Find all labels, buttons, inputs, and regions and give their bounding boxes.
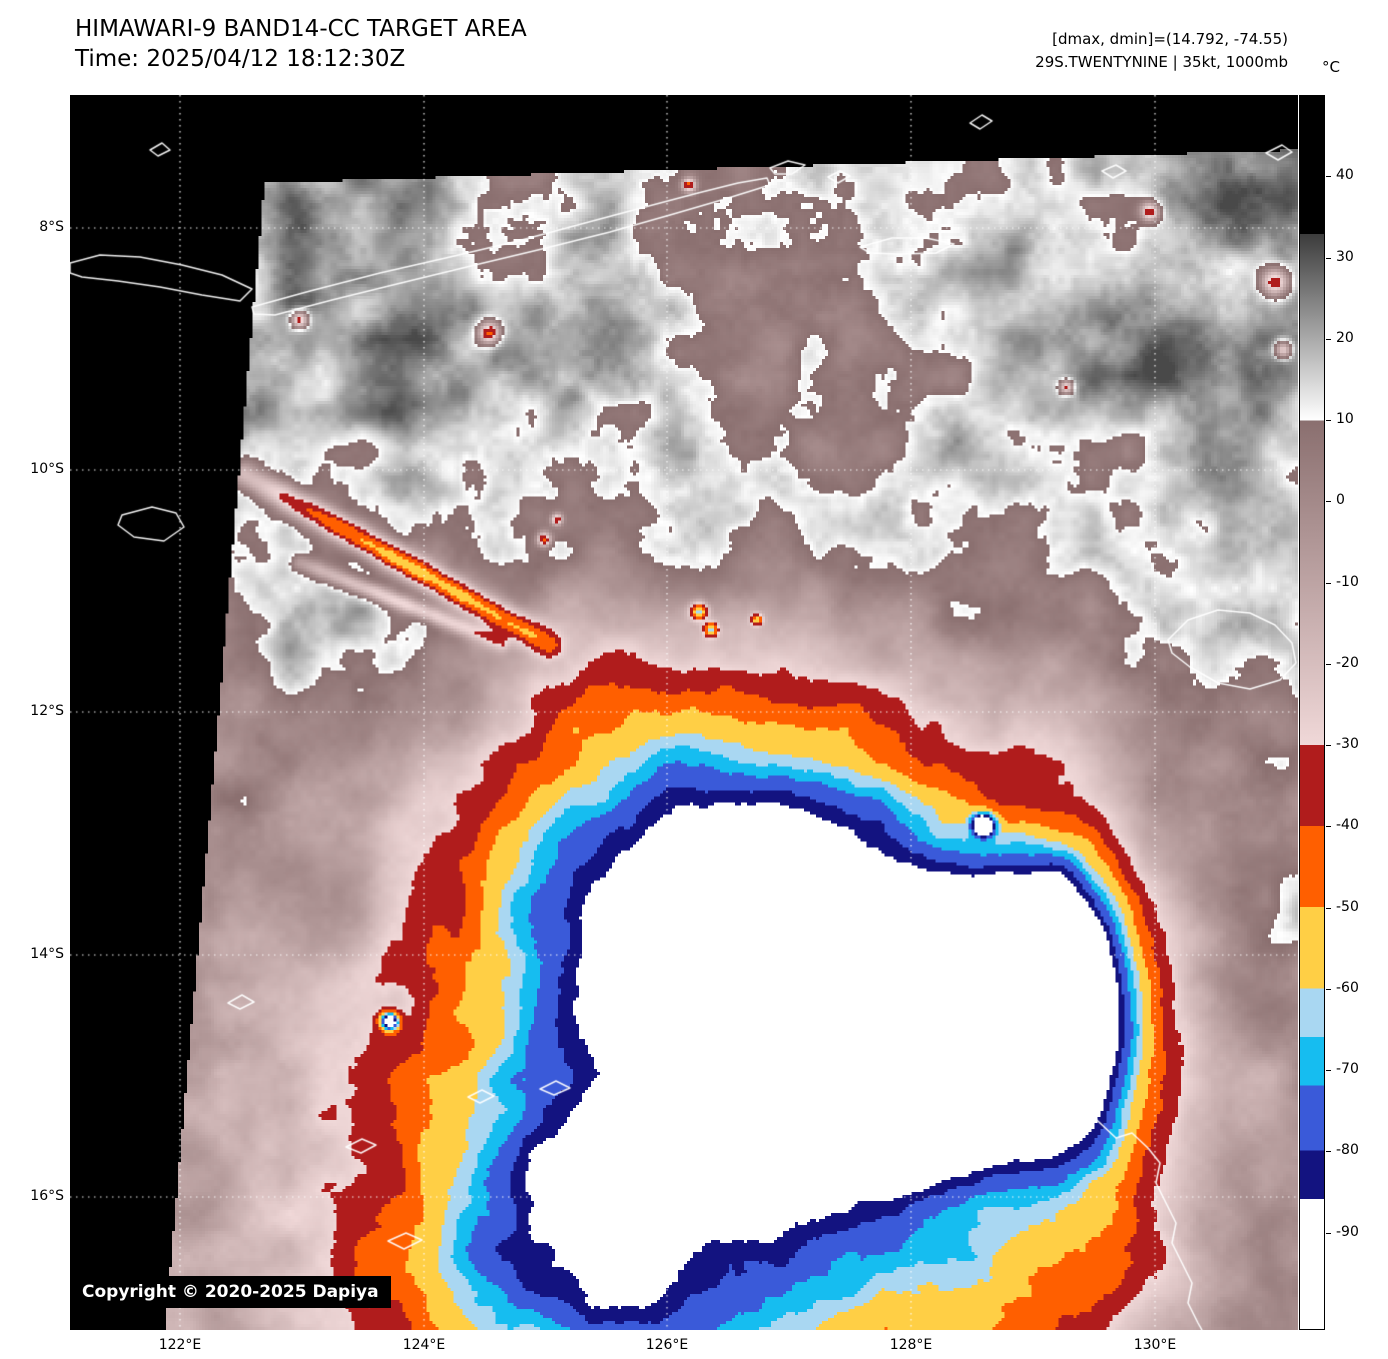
colorbar-tick-mark bbox=[1326, 663, 1331, 665]
colorbar-tick-label: 10 bbox=[1336, 411, 1354, 427]
colorbar-tick-label: -90 bbox=[1336, 1223, 1359, 1240]
lon-tick-label: 126°E bbox=[645, 1337, 689, 1353]
product-title: HIMAWARI-9 BAND14-CC TARGET AREA bbox=[75, 16, 527, 42]
colorbar-tick-label: -10 bbox=[1336, 573, 1359, 590]
colorbar-tick-mark bbox=[1326, 1232, 1331, 1234]
dmax-dmin-readout: [dmax, dmin]=(14.792, -74.55) bbox=[1052, 30, 1288, 48]
lat-tick-label: 8°S bbox=[39, 219, 64, 235]
colorbar-tick-mark bbox=[1326, 501, 1331, 503]
lon-tick-label: 124°E bbox=[402, 1337, 446, 1353]
colorbar-tick-mark bbox=[1326, 257, 1331, 259]
header-right-block: [dmax, dmin]=(14.792, -74.55) 29S.TWENTY… bbox=[1035, 28, 1288, 73]
colorbar-tick-mark bbox=[1326, 988, 1331, 990]
colorbar-tick-label: -50 bbox=[1336, 898, 1359, 915]
colorbar-tick-label: 20 bbox=[1336, 329, 1354, 346]
colorbar-tick-mark bbox=[1326, 745, 1331, 746]
colorbar-tick-mark bbox=[1326, 582, 1331, 584]
lat-tick-label: 12°S bbox=[30, 703, 64, 719]
lon-tick-label: 130°E bbox=[1133, 1337, 1177, 1353]
colorbar-tick-label: -30 bbox=[1336, 736, 1359, 752]
copyright-badge: Copyright © 2020-2025 Dapiya bbox=[70, 1276, 391, 1308]
colorbar-tick-mark bbox=[1326, 1070, 1331, 1071]
colorbar-tick-mark bbox=[1326, 826, 1331, 828]
title-block: HIMAWARI-9 BAND14-CC TARGET AREA Time: 2… bbox=[75, 14, 527, 75]
colorbar-tick-label: 40 bbox=[1336, 167, 1354, 184]
colorbar-tick-label: -70 bbox=[1336, 1061, 1359, 1077]
colorbar-tick-label: -40 bbox=[1336, 817, 1359, 834]
map-overlay-canvas bbox=[70, 95, 1298, 1330]
colorbar-tick-mark bbox=[1326, 907, 1331, 909]
colorbar-tick-mark bbox=[1326, 176, 1331, 178]
map-area: Copyright © 2020-2025 Dapiya bbox=[70, 95, 1298, 1330]
colorbar bbox=[1299, 95, 1325, 1330]
colorbar-tick-mark bbox=[1326, 1151, 1331, 1153]
colorbar-tick-label: -20 bbox=[1336, 654, 1359, 671]
colorbar-tick-mark bbox=[1326, 420, 1331, 421]
colorbar-tick-label: 30 bbox=[1336, 248, 1354, 265]
colorbar-tick-label: -80 bbox=[1336, 1142, 1359, 1159]
lat-tick-label: 14°S bbox=[30, 946, 64, 962]
colorbar-tick-mark bbox=[1326, 338, 1331, 340]
lat-tick-label: 10°S bbox=[30, 461, 64, 477]
lon-tick-label: 122°E bbox=[158, 1337, 202, 1353]
product-time: Time: 2025/04/12 18:12:30Z bbox=[75, 46, 406, 73]
storm-info: 29S.TWENTYNINE | 35kt, 1000mb bbox=[1035, 52, 1288, 71]
lat-tick-label: 16°S bbox=[30, 1188, 64, 1204]
colorbar-tick-label: 0 bbox=[1336, 492, 1345, 509]
lon-tick-label: 128°E bbox=[889, 1337, 933, 1353]
colorbar-unit-label: °C bbox=[1322, 58, 1340, 76]
colorbar-tick-label: -60 bbox=[1336, 979, 1359, 996]
